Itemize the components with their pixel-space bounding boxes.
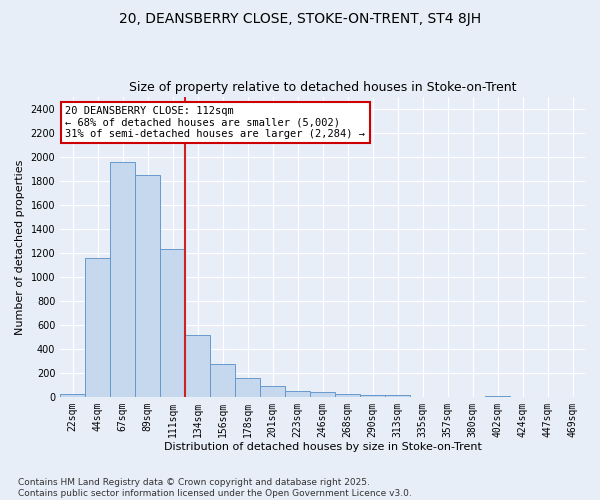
- Bar: [185, 335, 210, 397]
- Bar: [335, 394, 360, 397]
- Text: 20, DEANSBERRY CLOSE, STOKE-ON-TRENT, ST4 8JH: 20, DEANSBERRY CLOSE, STOKE-ON-TRENT, ST…: [119, 12, 481, 26]
- Bar: [135, 175, 160, 397]
- Bar: [85, 258, 110, 397]
- Bar: [160, 250, 185, 397]
- Bar: [60, 394, 85, 397]
- Bar: [210, 364, 235, 397]
- Bar: [110, 162, 135, 397]
- Text: Contains HM Land Registry data © Crown copyright and database right 2025.
Contai: Contains HM Land Registry data © Crown c…: [18, 478, 412, 498]
- Bar: [360, 394, 385, 397]
- X-axis label: Distribution of detached houses by size in Stoke-on-Trent: Distribution of detached houses by size …: [164, 442, 482, 452]
- Bar: [485, 396, 510, 397]
- Title: Size of property relative to detached houses in Stoke-on-Trent: Size of property relative to detached ho…: [129, 82, 517, 94]
- Bar: [310, 392, 335, 397]
- Bar: [260, 386, 285, 397]
- Y-axis label: Number of detached properties: Number of detached properties: [15, 160, 25, 334]
- Text: 20 DEANSBERRY CLOSE: 112sqm
← 68% of detached houses are smaller (5,002)
31% of : 20 DEANSBERRY CLOSE: 112sqm ← 68% of det…: [65, 106, 365, 139]
- Bar: [285, 391, 310, 397]
- Bar: [235, 378, 260, 397]
- Bar: [385, 394, 410, 397]
